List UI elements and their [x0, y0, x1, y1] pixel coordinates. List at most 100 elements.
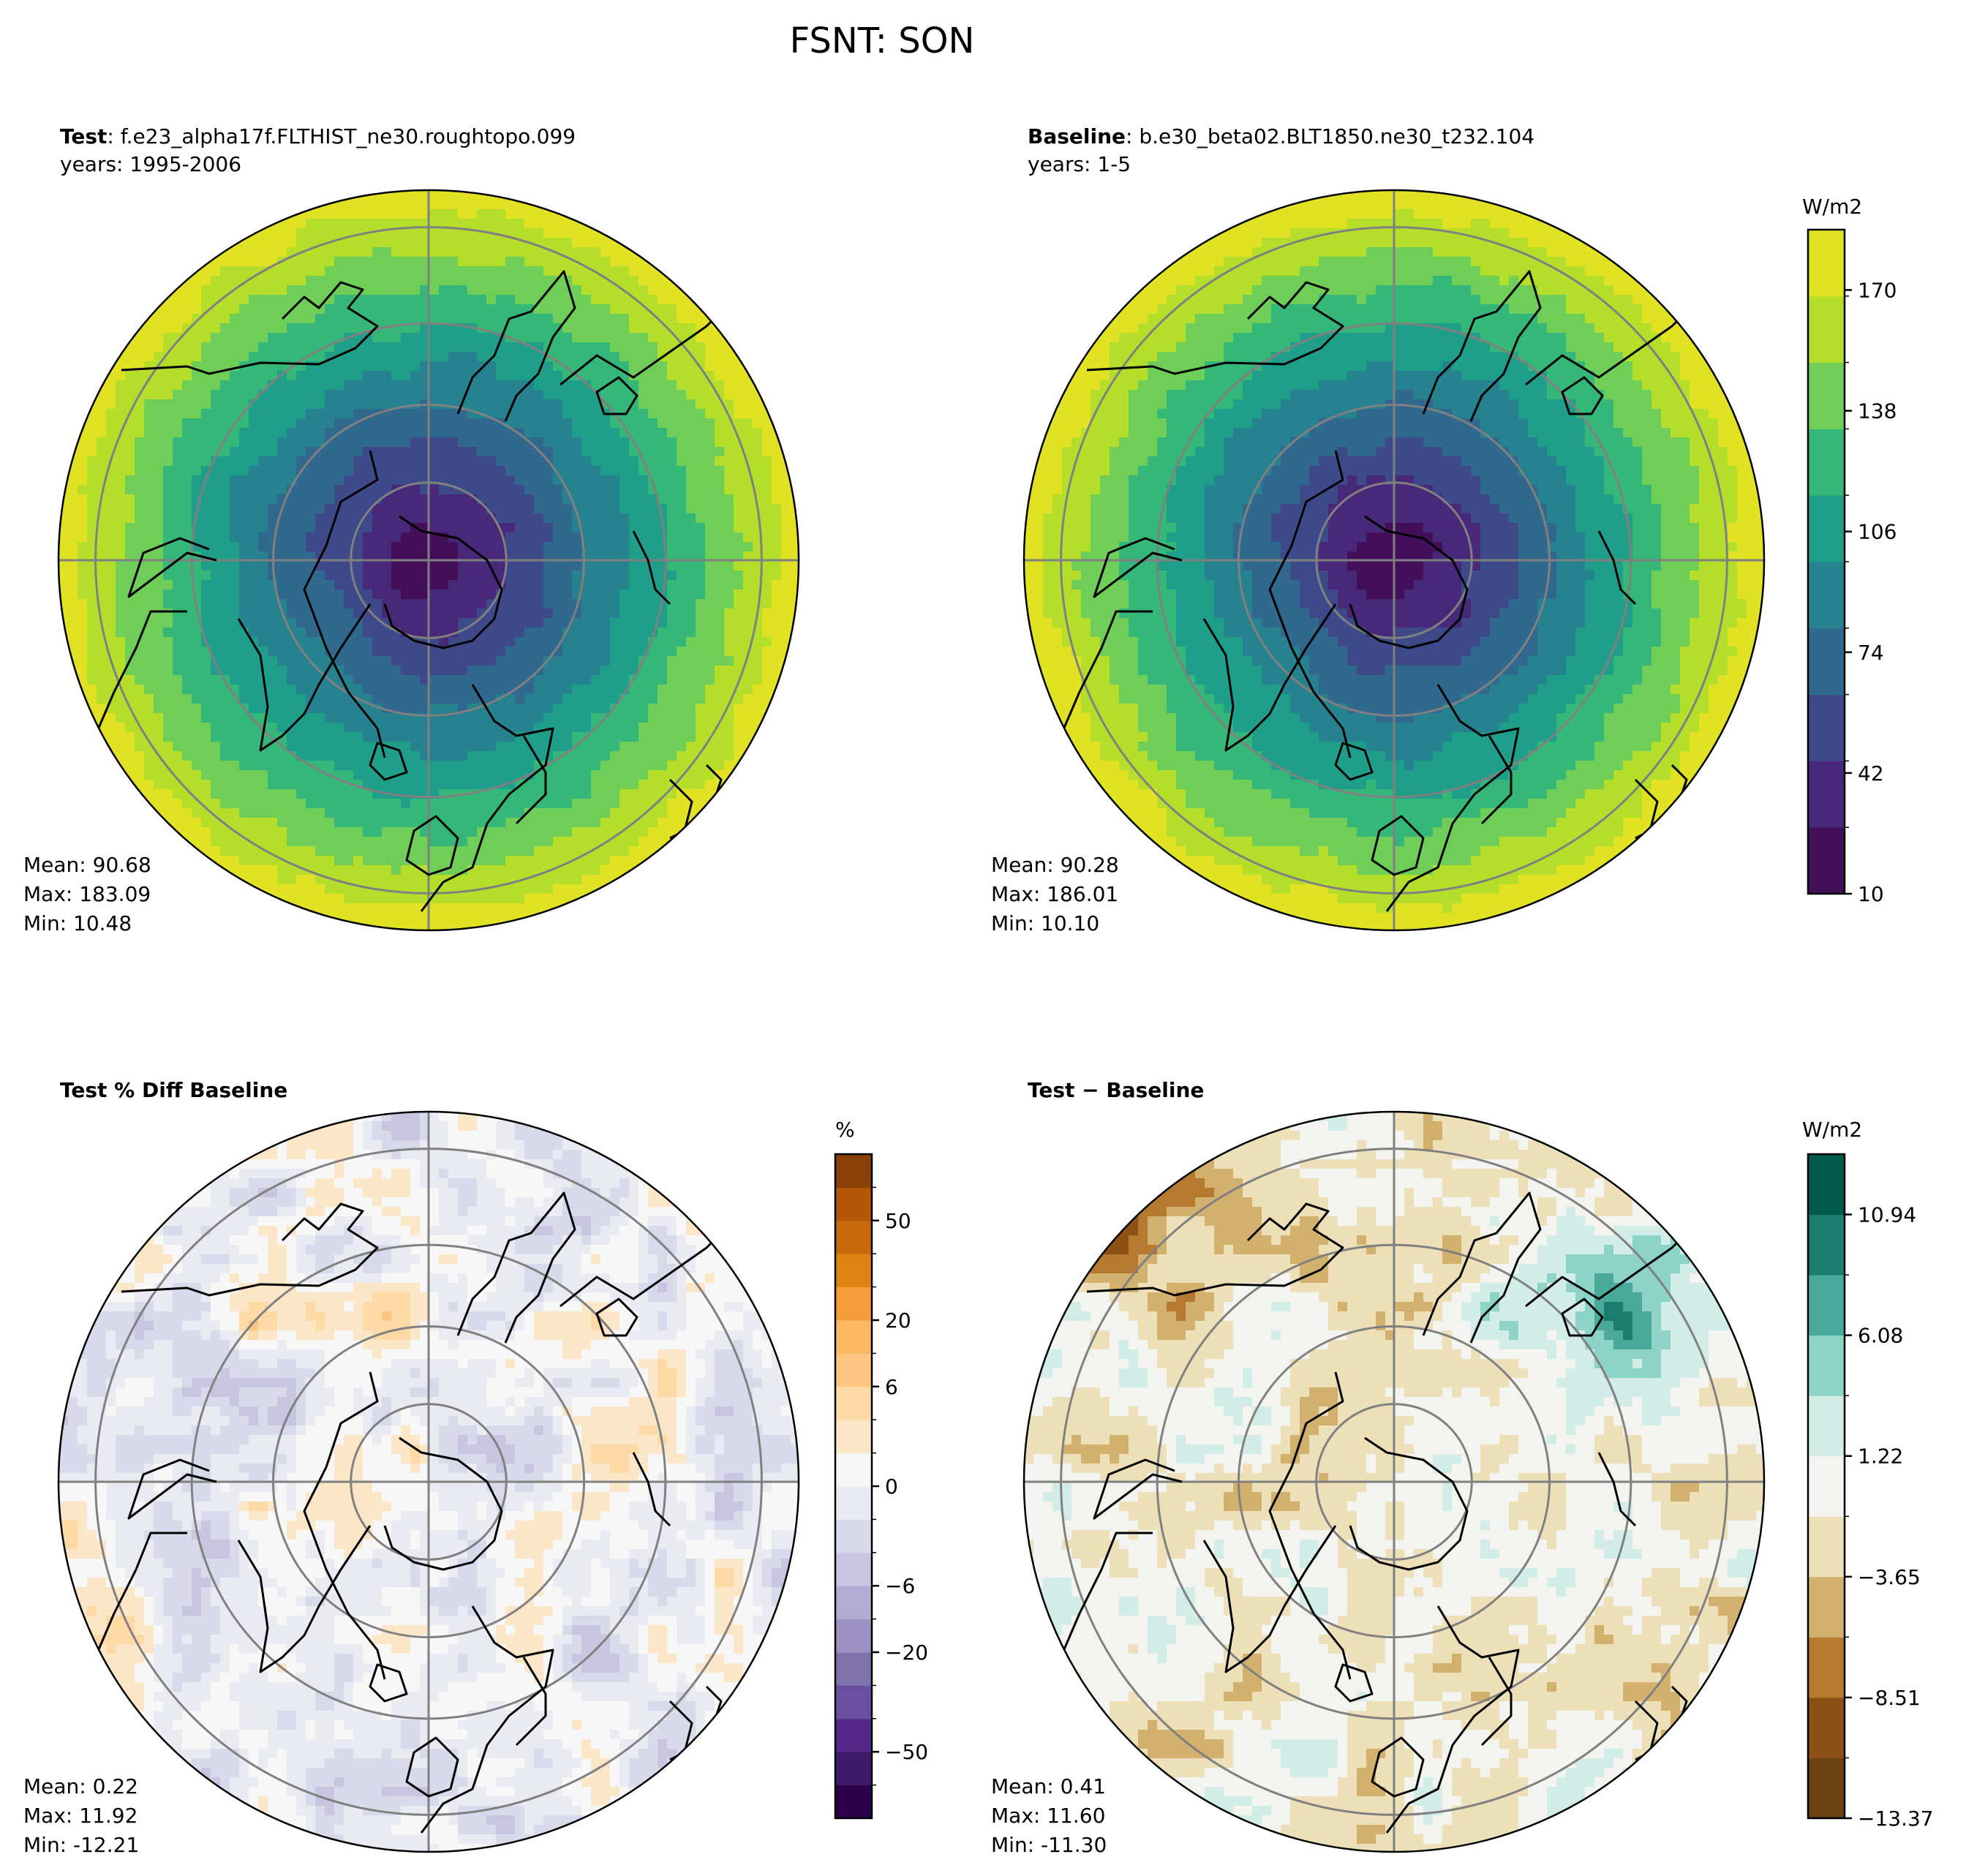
field-cell [401, 333, 506, 343]
field-cell [1224, 352, 1272, 362]
colorbar-frame [1807, 1153, 1846, 1820]
field-cell [1033, 1597, 1082, 1607]
field-cell [581, 532, 630, 543]
field-cell [1300, 846, 1319, 856]
field-cell [458, 1521, 497, 1531]
field-cell [353, 1663, 373, 1673]
field-cell [1661, 542, 1700, 552]
field-cell [363, 732, 516, 742]
field-cell [458, 1834, 497, 1845]
field-cell [648, 1492, 677, 1502]
field-cell [496, 1121, 516, 1131]
field-cell [1167, 704, 1224, 714]
field-cell [1081, 1454, 1101, 1464]
field-cell [429, 1435, 440, 1445]
field-cell [353, 1749, 383, 1759]
field-cell [144, 1654, 154, 1664]
field-cell [125, 475, 164, 486]
field-cell [1129, 618, 1177, 628]
field-cell [1214, 761, 1272, 771]
field-cell [1566, 466, 1605, 476]
field-cell [762, 1521, 799, 1531]
field-cell [268, 1673, 297, 1683]
field-cell [277, 1330, 297, 1341]
field-cell [743, 1635, 772, 1645]
field-cell [211, 276, 306, 286]
field-cell [619, 1777, 630, 1788]
field-cell [1243, 1463, 1253, 1474]
field-cell [1252, 1806, 1272, 1816]
field-cell [363, 1463, 411, 1474]
field-cell [486, 1425, 535, 1436]
stat-min: Min: 10.48 [23, 911, 132, 935]
field-cell [439, 1378, 487, 1388]
field-cell [496, 361, 554, 372]
field-cell [258, 342, 335, 353]
field-cell [1699, 561, 1738, 571]
field-cell [1594, 1796, 1605, 1807]
field-cell [753, 1330, 763, 1341]
field-cell [1167, 1283, 1205, 1293]
field-cell [230, 1511, 240, 1521]
field-cell [125, 532, 164, 543]
field-cell [572, 1502, 611, 1512]
field-cell [1414, 1311, 1443, 1322]
field-cell [1613, 656, 1652, 666]
field-cell [1728, 1568, 1764, 1578]
field-cell [1442, 1616, 1538, 1626]
field-cell [1033, 1359, 1063, 1369]
coastline [1597, 530, 1637, 606]
field-cell [1347, 1587, 1405, 1597]
field-cell [363, 1473, 430, 1483]
field-cell [524, 428, 573, 438]
field-cell [1243, 1178, 1319, 1188]
field-cell [173, 1644, 211, 1654]
colorbar-tick-label: 6 [885, 1375, 898, 1399]
field-cell [677, 1483, 696, 1493]
field-cell [277, 1397, 297, 1407]
field-cell [1262, 1815, 1291, 1826]
field-cell [1737, 589, 1764, 600]
field-cell [59, 580, 78, 590]
field-cell [201, 295, 249, 305]
field-cell [1737, 561, 1764, 571]
field-cell [572, 1654, 620, 1664]
field-cell [1271, 523, 1329, 533]
field-cell [1300, 333, 1481, 343]
stat-max: Max: 11.92 [23, 1804, 138, 1828]
field-cell [762, 1359, 772, 1369]
field-cell [667, 1549, 687, 1559]
field-cell [696, 1378, 715, 1388]
field-cell [429, 1473, 487, 1483]
field-cell [629, 1673, 649, 1683]
field-cell [258, 390, 325, 400]
field-cell [1537, 1216, 1548, 1227]
field-cell [1262, 276, 1434, 286]
field-cell [1091, 523, 1129, 533]
field-cell [59, 599, 88, 609]
field-cell [477, 1245, 516, 1255]
field-cell [1756, 1444, 1764, 1455]
field-cell [467, 1530, 497, 1540]
field-cell [1205, 418, 1253, 429]
field-cell [1176, 523, 1205, 533]
field-cell [1680, 751, 1719, 761]
field-cell [239, 1492, 287, 1502]
field-cell [1309, 723, 1500, 733]
field-cell [610, 1768, 620, 1778]
field-cell [1414, 1197, 1434, 1208]
field-cell [715, 1330, 753, 1341]
field-cell [1566, 1340, 1586, 1350]
field-cell [296, 1483, 316, 1493]
field-cell [1157, 1720, 1215, 1730]
field-cell [154, 1235, 164, 1246]
field-cell [296, 1511, 383, 1521]
field-cell [1623, 1692, 1681, 1702]
field-cell [629, 266, 677, 276]
field-cell [192, 1406, 221, 1417]
field-cell [1699, 532, 1728, 543]
colorbar-tick-label: 50 [885, 1209, 911, 1233]
field-cell [211, 656, 278, 666]
field-cell [553, 1121, 563, 1131]
